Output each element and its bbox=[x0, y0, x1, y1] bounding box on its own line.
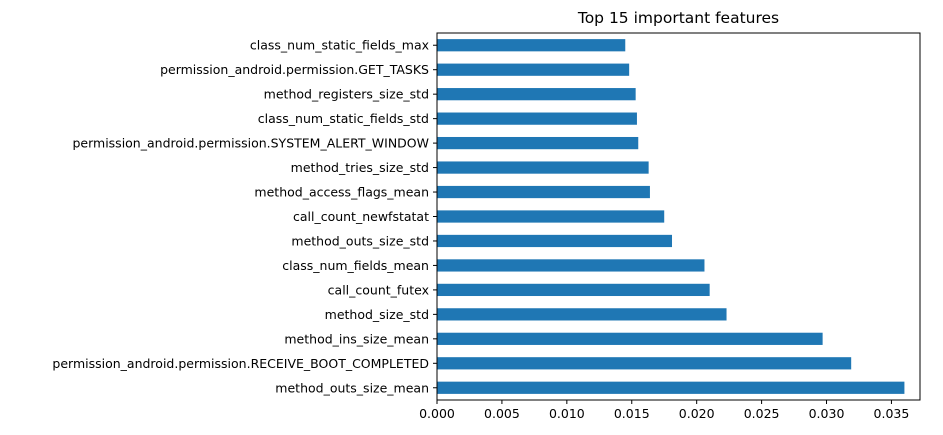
category-label: method_outs_size_mean bbox=[275, 380, 429, 395]
category-label: method_registers_size_std bbox=[264, 87, 429, 102]
x-tick-label: 0.020 bbox=[679, 406, 715, 421]
category-label: method_access_flags_mean bbox=[254, 185, 429, 200]
category-label: class_num_static_fields_std bbox=[258, 111, 429, 126]
bar-class_num_static_fields_std bbox=[437, 112, 637, 125]
category-label: method_outs_size_std bbox=[291, 233, 429, 248]
x-tick-label: 0.025 bbox=[744, 406, 780, 421]
category-label: permission_android.permission.RECEIVE_BO… bbox=[52, 356, 429, 371]
x-ticks-group: 0.000 0.005 0.010 0.015 0.020 0.025 0.030 0.035 bbox=[419, 400, 909, 421]
bar-permission_android.permission.SYSTEM_ALERT_WINDOW bbox=[437, 136, 639, 150]
x-tick-label: 0.000 bbox=[419, 406, 455, 421]
bar-permission_android.permission.GET_TASKS bbox=[437, 63, 630, 76]
bar-call_count_futex bbox=[437, 283, 710, 297]
bar-class_num_static_fields_max bbox=[437, 39, 626, 52]
bar-method_tries_size_std bbox=[437, 161, 649, 174]
x-tick-label: 0.015 bbox=[614, 406, 650, 421]
bars-group bbox=[437, 39, 905, 394]
category-label: call_count_futex bbox=[328, 282, 429, 297]
category-labels-group: method_outs_size_mean permission_android.… bbox=[52, 38, 437, 395]
category-label: method_ins_size_mean bbox=[284, 331, 429, 346]
bar-permission_android.permission.RECEIVE_BOOT_COMPLETED bbox=[437, 357, 852, 370]
category-label: class_num_static_fields_max bbox=[250, 38, 429, 53]
category-label: permission_android.permission.GET_TASKS bbox=[160, 62, 429, 77]
x-tick-label: 0.010 bbox=[549, 406, 585, 421]
bar-class_num_fields_mean bbox=[437, 259, 705, 272]
plot-frame bbox=[436, 32, 921, 401]
x-tick-label: 0.030 bbox=[809, 406, 845, 421]
bar-call_count_newfstatat bbox=[437, 210, 665, 223]
bar-method_outs_size_std bbox=[437, 234, 673, 248]
bar-method_ins_size_mean bbox=[437, 332, 823, 345]
category-label: method_size_std bbox=[325, 307, 429, 322]
bar-method_outs_size_mean bbox=[437, 381, 905, 394]
category-label: permission_android.permission.SYSTEM_ALE… bbox=[72, 136, 429, 151]
bar-method_registers_size_std bbox=[437, 88, 636, 101]
chart-title: Top 15 important features bbox=[577, 9, 779, 27]
bar-method_size_std bbox=[437, 308, 727, 321]
x-tick-label: 0.005 bbox=[484, 406, 520, 421]
category-label: call_count_newfstatat bbox=[293, 209, 429, 224]
category-label: method_tries_size_std bbox=[291, 160, 429, 175]
category-label: class_num_fields_mean bbox=[282, 258, 429, 273]
x-tick-label: 0.035 bbox=[874, 406, 910, 421]
bar-method_access_flags_mean bbox=[437, 185, 650, 199]
